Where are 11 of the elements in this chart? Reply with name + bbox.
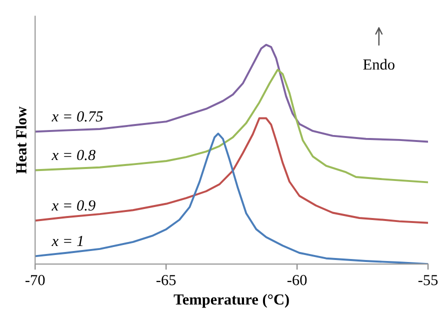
x-tick-label: -60	[287, 274, 307, 286]
y-axis-title: Heat Flow	[16, 106, 26, 174]
x-axis-title: Temperature (°C)	[174, 294, 289, 308]
annotation: Endo	[363, 58, 394, 70]
x-tick-label: -70	[26, 274, 45, 286]
series-label: x = 0.75	[52, 111, 103, 122]
series-label: x = 0.8	[52, 150, 96, 160]
series-label: x = 1	[52, 236, 83, 246]
x-tick-label: -55	[418, 275, 438, 286]
series-label: x = 0.9	[52, 200, 96, 211]
x-tick-label: -65	[156, 274, 176, 286]
